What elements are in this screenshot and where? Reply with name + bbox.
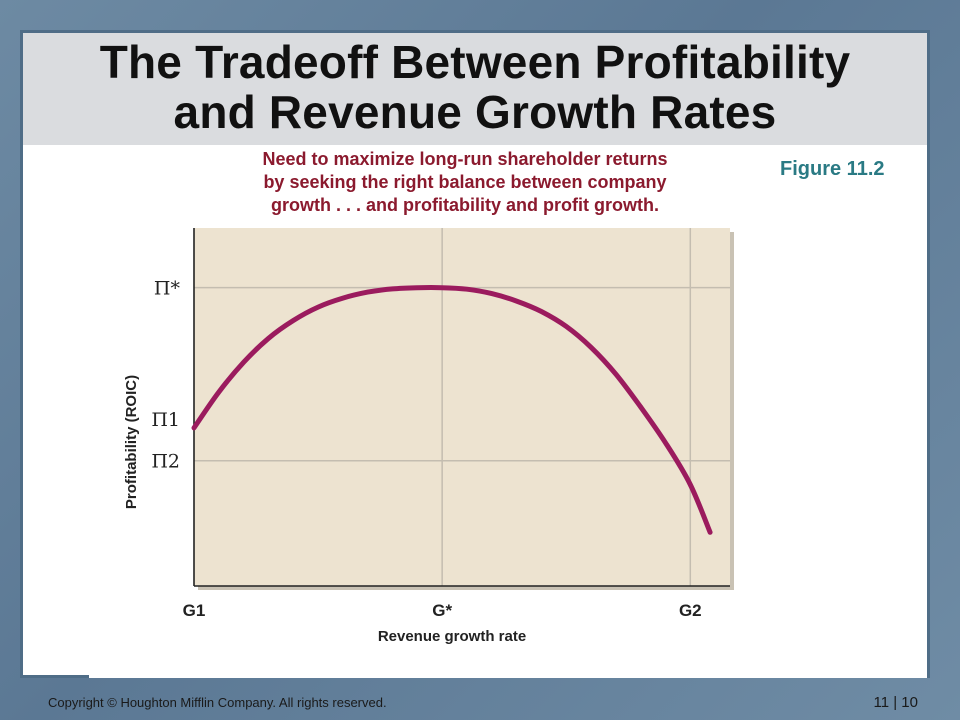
callout-text: Need to maximize long-run shareholder re… xyxy=(190,148,740,217)
callout-line-1: Need to maximize long-run shareholder re… xyxy=(262,149,668,169)
series-line-0 xyxy=(191,285,713,535)
callout-line-2: by seeking the right balance between com… xyxy=(263,172,667,192)
figure-label: Figure 11.2 xyxy=(780,158,885,180)
y-tick-label-1: Π1 xyxy=(151,409,180,431)
y-tick-label-2: Π2 xyxy=(151,451,180,473)
y-axis-title: Profitability (ROIC) xyxy=(123,375,140,509)
title-band: The Tradeoff Between Profitability and R… xyxy=(23,33,927,145)
page-number: 11 | 10 xyxy=(873,694,919,711)
tradeoff-chart: G1 G* G2 Π* Π1 Π2 Revenue growth rate Profitabi… xyxy=(123,228,734,645)
plot-background xyxy=(194,228,730,586)
copyright-notice: Copyright © Houghton Mifflin Company. Al… xyxy=(48,695,387,710)
callout-line-3: growth . . . and profitability and profi… xyxy=(271,195,659,215)
slide-title-line-2: and Revenue Growth Rates xyxy=(173,86,777,138)
y-tick-label-0: Π* xyxy=(154,278,181,300)
x-tick-label-2: G2 xyxy=(679,601,702,620)
x-axis-title: Revenue growth rate xyxy=(378,628,526,645)
slide-title: The Tradeoff Between Profitability and R… xyxy=(23,37,927,137)
x-tick-label-1: G* xyxy=(432,601,452,620)
slide-title-line-1: The Tradeoff Between Profitability xyxy=(99,36,851,88)
x-tick-label-0: G1 xyxy=(183,601,206,620)
